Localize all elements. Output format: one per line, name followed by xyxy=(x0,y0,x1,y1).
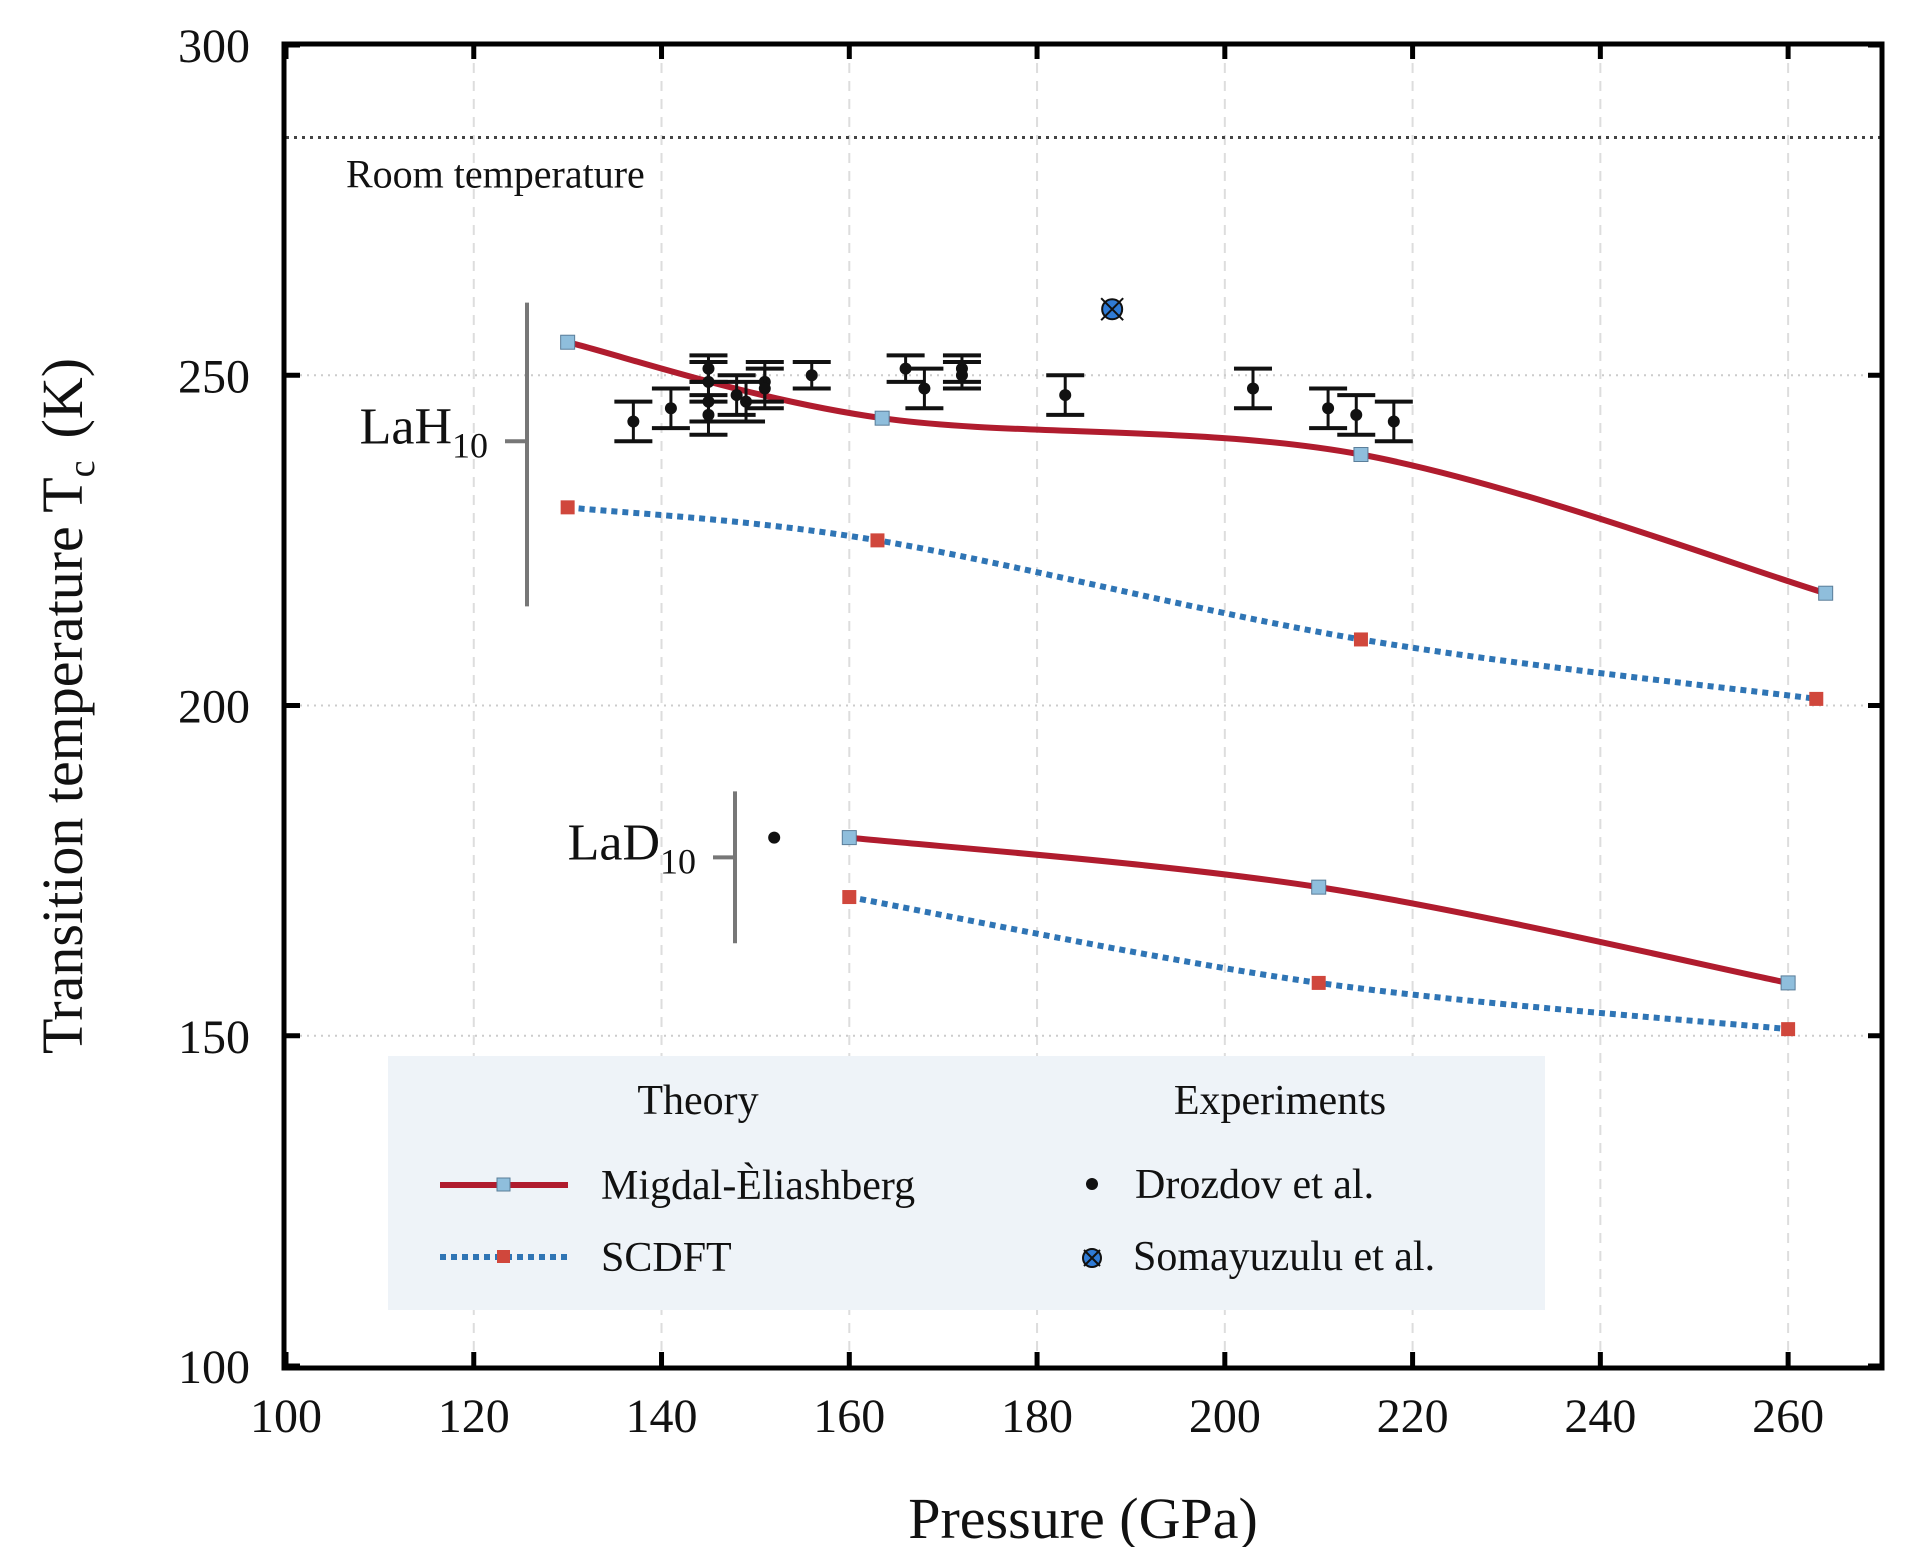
drozdov-point-16 xyxy=(1246,382,1259,395)
somayuzulu-point-0-cross-b xyxy=(1100,297,1124,321)
drozdov-point-10 xyxy=(805,369,818,382)
legend-theory-title: Theory xyxy=(637,1078,758,1124)
series-layer xyxy=(560,334,1834,1037)
legend-somayuzulu-marker xyxy=(1082,1248,1102,1268)
series-2-point-1 xyxy=(1311,879,1327,895)
drozdov-point-6 xyxy=(730,389,743,402)
legend: Theory Experiments Migdal-Èliashberg SCD… xyxy=(388,1056,1545,1310)
series-line-3 xyxy=(848,894,1789,1033)
x-tick-label-120: 120 xyxy=(438,1390,510,1443)
series-2-point-0 xyxy=(841,830,857,846)
y-axis-title-sub: c xyxy=(61,460,103,477)
group-label-0: LaH10 xyxy=(360,398,488,465)
y-tick-label-300: 300 xyxy=(178,20,250,73)
y-tick-label-100: 100 xyxy=(178,1341,250,1394)
legend-drozdov-marker xyxy=(1086,1178,1098,1190)
drozdov-point-12 xyxy=(918,382,931,395)
series-3-point-2 xyxy=(1781,1022,1796,1037)
drozdov-point-14 xyxy=(955,369,968,382)
x-tick-label-160: 160 xyxy=(813,1390,885,1443)
drozdov-point-20 xyxy=(768,831,781,844)
series-line-2 xyxy=(848,834,1789,986)
series-1-point-3 xyxy=(1809,691,1824,706)
series-0-point-0 xyxy=(560,334,576,350)
legend-drozdov-label: Drozdov et al. xyxy=(1135,1162,1374,1208)
x-tick-label-260: 260 xyxy=(1752,1390,1824,1443)
drozdov-point-5 xyxy=(702,408,715,421)
x-axis-title: Pressure (GPa) xyxy=(908,1486,1258,1547)
series-line-1 xyxy=(567,504,1817,702)
series-1-point-0 xyxy=(560,500,575,515)
legend-box xyxy=(388,1056,1545,1310)
compound-groups: LaH10 LaD10 xyxy=(360,302,737,944)
x-tick-label-140: 140 xyxy=(626,1390,698,1443)
series-3-point-1 xyxy=(1311,975,1326,990)
y-axis-title-main: Transition temperature T xyxy=(30,477,95,1054)
drozdov-point-18 xyxy=(1350,408,1363,421)
legend-scdft-label: SCDFT xyxy=(601,1235,732,1281)
series-3-point-0 xyxy=(842,890,857,905)
series-0-point-2 xyxy=(1353,447,1369,463)
drozdov-point-17 xyxy=(1322,402,1335,415)
x-tick-label-220: 220 xyxy=(1377,1390,1449,1443)
y-tick-label-150: 150 xyxy=(178,1011,250,1064)
legend-somayuzulu-label: Somayuzulu et al. xyxy=(1133,1234,1435,1280)
series-1-point-1 xyxy=(870,533,885,548)
series-1-point-2 xyxy=(1353,632,1368,647)
legend-scdft-marker xyxy=(497,1250,510,1263)
series-2-point-2 xyxy=(1780,975,1796,991)
drozdov-point-19 xyxy=(1387,415,1400,428)
series-0-point-1 xyxy=(874,410,890,426)
legend-me-marker xyxy=(496,1177,511,1192)
series-0-point-3 xyxy=(1818,585,1834,601)
axis-ticks: 100 120 140 160 180 200 220 240 260 100 150 200 250 3… xyxy=(178,20,1882,1443)
legend-me-label: Migdal-Èliashberg xyxy=(601,1162,915,1209)
drozdov-point-1 xyxy=(664,402,677,415)
x-tick-label-240: 240 xyxy=(1564,1390,1636,1443)
room-temperature-label: Room temperature xyxy=(346,151,645,196)
drozdov-point-0 xyxy=(627,415,640,428)
drozdov-point-9 xyxy=(758,382,771,395)
experiments-layer xyxy=(614,297,1413,844)
x-tick-label-200: 200 xyxy=(1189,1390,1261,1443)
y-tick-label-200: 200 xyxy=(178,681,250,734)
y-axis-title: Transition temperature Tc (K) xyxy=(30,358,103,1054)
somayuzulu-point-0 xyxy=(1100,297,1124,321)
group-label-1: LaD10 xyxy=(568,814,696,881)
x-tick-label-180: 180 xyxy=(1001,1390,1073,1443)
x-tick-label-100: 100 xyxy=(250,1390,322,1443)
legend-experiments-title: Experiments xyxy=(1174,1078,1386,1124)
drozdov-point-15 xyxy=(1059,389,1072,402)
y-tick-label-250: 250 xyxy=(178,350,250,403)
y-axis-title-unit: (K) xyxy=(30,358,95,439)
